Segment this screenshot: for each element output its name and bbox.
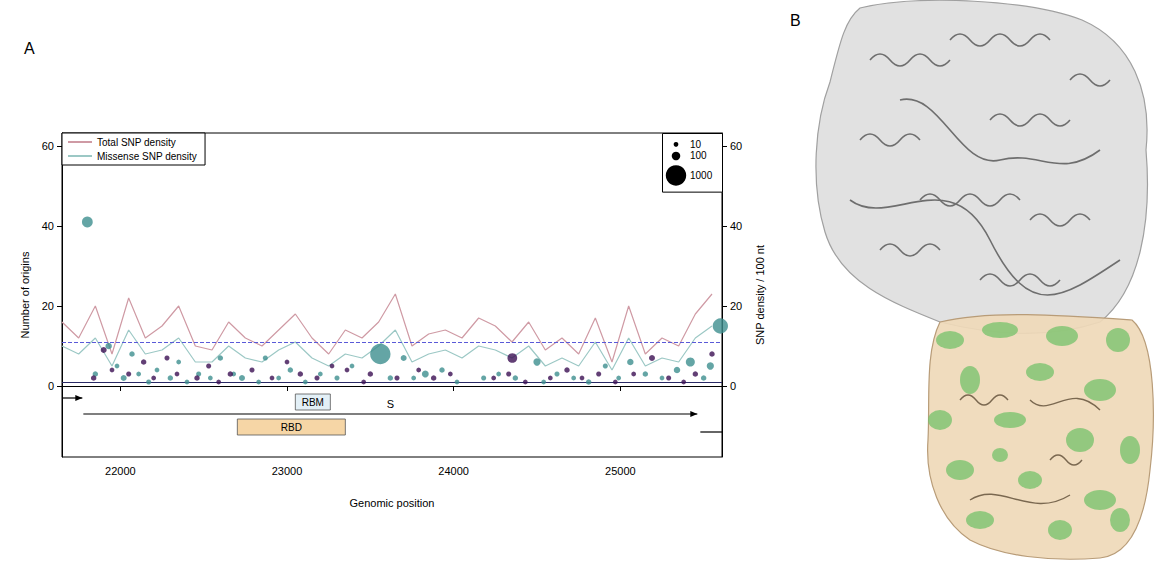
svg-text:RBM: RBM (302, 397, 324, 408)
svg-text:40: 40 (42, 220, 54, 232)
svg-text:Number of origins: Number of origins (19, 251, 31, 338)
svg-text:0: 0 (730, 380, 736, 392)
svg-text:Missense SNP density: Missense SNP density (97, 151, 197, 162)
svg-text:10: 10 (690, 139, 702, 150)
svg-text:20: 20 (42, 300, 54, 312)
html-text:A: A (24, 40, 35, 57)
svg-text:0: 0 (48, 380, 54, 392)
svg-text:22000: 22000 (105, 465, 136, 477)
svg-text:RBD: RBD (281, 422, 302, 433)
svg-text:60: 60 (42, 140, 54, 152)
svg-text:100: 100 (690, 150, 707, 161)
svg-text:Genomic position: Genomic position (350, 497, 435, 509)
html-text:B: B (790, 12, 801, 29)
svg-text:25000: 25000 (605, 465, 636, 477)
svg-text:S: S (387, 398, 394, 410)
svg-text:20: 20 (730, 300, 742, 312)
svg-text:24000: 24000 (438, 465, 469, 477)
svg-text:Total SNP density: Total SNP density (97, 137, 176, 148)
svg-text:SNP density / 100 nt: SNP density / 100 nt (754, 245, 766, 345)
svg-text:60: 60 (730, 140, 742, 152)
svg-text:23000: 23000 (272, 465, 303, 477)
svg-text:1000: 1000 (690, 170, 713, 181)
svg-text:40: 40 (730, 220, 742, 232)
